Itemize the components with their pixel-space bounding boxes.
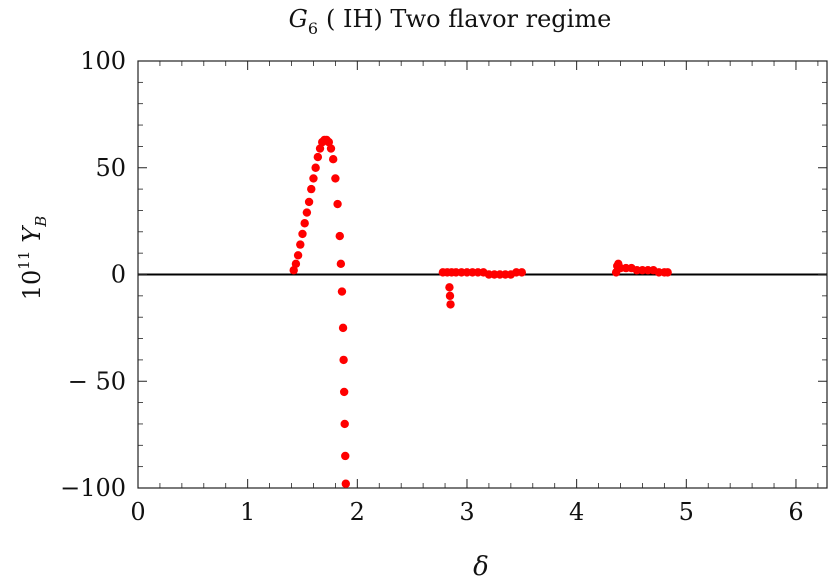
data-point — [307, 184, 316, 194]
chart-title-subscript: 6 — [308, 19, 318, 38]
y-axis-title: 1011 YB — [15, 216, 50, 301]
x-tick-label: 1 — [240, 498, 255, 526]
y-tick-label: 100 — [80, 47, 126, 75]
y-axis-title-subscript: B — [32, 216, 50, 228]
x-tick-label: 3 — [459, 498, 474, 526]
x-tick-label: 4 — [569, 498, 584, 526]
y-axis-title-exponent: 11 — [15, 251, 33, 270]
y-ticks: 100 50 0 − 50 −100 — [60, 47, 827, 502]
chart-title-symbol: G — [289, 5, 308, 33]
x-tick-label: 6 — [788, 498, 803, 526]
data-points — [289, 135, 672, 488]
x-tick-label: 2 — [350, 498, 365, 526]
data-point — [315, 144, 325, 153]
data-point — [517, 268, 527, 277]
data-point — [446, 300, 455, 309]
data-point — [289, 266, 298, 275]
data-point — [339, 355, 348, 365]
data-point — [328, 155, 338, 164]
y-tick-label: 50 — [95, 154, 126, 182]
data-point — [340, 419, 349, 429]
data-point — [335, 231, 344, 241]
data-point — [302, 208, 312, 217]
data-point — [326, 144, 336, 153]
data-point — [304, 197, 314, 207]
data-point — [336, 259, 346, 269]
x-tick-label: 0 — [130, 498, 145, 526]
data-point — [341, 451, 350, 461]
data-point — [341, 479, 351, 488]
data-point — [333, 199, 342, 209]
data-point — [337, 287, 347, 296]
x-axis-title: δ — [473, 552, 489, 582]
data-point — [313, 152, 323, 162]
data-point — [338, 323, 348, 333]
data-point — [445, 283, 454, 292]
y-tick-label: − 50 — [68, 367, 126, 395]
data-point — [663, 268, 672, 277]
x-tick-label: 5 — [679, 498, 694, 526]
y-axis-title-symbol: Y — [18, 225, 46, 243]
data-point — [291, 259, 301, 269]
data-point — [309, 174, 318, 183]
data-point — [445, 291, 455, 301]
chart-title: G6 ( IH) Two flavor regime — [289, 5, 612, 38]
y-tick-label: 0 — [111, 261, 126, 289]
x-ticks: 0 1 2 3 4 5 6 — [130, 61, 819, 526]
data-point — [311, 163, 320, 172]
data-point — [324, 137, 334, 147]
data-point — [331, 174, 340, 183]
data-point — [300, 219, 309, 228]
data-point — [293, 251, 303, 260]
data-point — [339, 387, 349, 397]
chart-title-text: ( IH) Two flavor regime — [326, 5, 611, 33]
data-point — [298, 229, 307, 239]
y-tick-label: −100 — [60, 474, 126, 502]
svg-text:1011YB: 1011 YB — [15, 216, 50, 301]
y-axis-title-prefix: 10 — [18, 270, 46, 301]
data-point — [296, 240, 305, 249]
